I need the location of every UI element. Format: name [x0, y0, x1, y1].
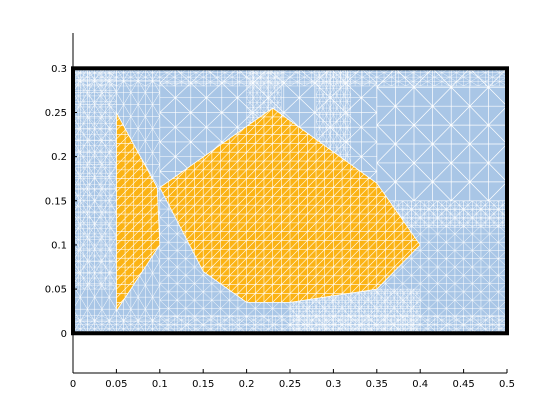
y-tick-label: 0: [61, 329, 67, 340]
body-group: [116, 107, 421, 313]
x-tick-label: 0.3: [325, 379, 341, 390]
x-tick-label: 0.05: [105, 379, 127, 390]
y-tick-label: 0.15: [45, 196, 67, 207]
x-tick-label: 0.4: [412, 379, 428, 390]
x-tick-label: 0.45: [452, 379, 474, 390]
x-tick-label: 0: [70, 379, 76, 390]
y-tick-label: 0.1: [51, 240, 67, 251]
x-tick-label: 0.35: [366, 379, 388, 390]
x-tick-label: 0.5: [499, 379, 515, 390]
mesh-region: [73, 68, 507, 87]
y-tick-label: 0.05: [45, 285, 67, 296]
x-tick-label: 0.15: [192, 379, 214, 390]
mesh-region: [73, 68, 117, 290]
y-tick-label: 0.3: [51, 64, 67, 75]
x-tick-label: 0.1: [152, 379, 168, 390]
x-tick-label: 0.2: [239, 379, 255, 390]
x-ticks: 0 0.05 0.1 0.15 0.2 0.25 0.3 0.35 0.4 0.45 0.5: [70, 369, 515, 390]
x-tick-label: 0.25: [279, 379, 301, 390]
y-tick-label: 0.2: [51, 152, 67, 163]
y-ticks: 0 0.05 0.1 0.15 0.2 0.25 0.3: [45, 64, 77, 340]
y-tick-label: 0.25: [45, 108, 67, 119]
